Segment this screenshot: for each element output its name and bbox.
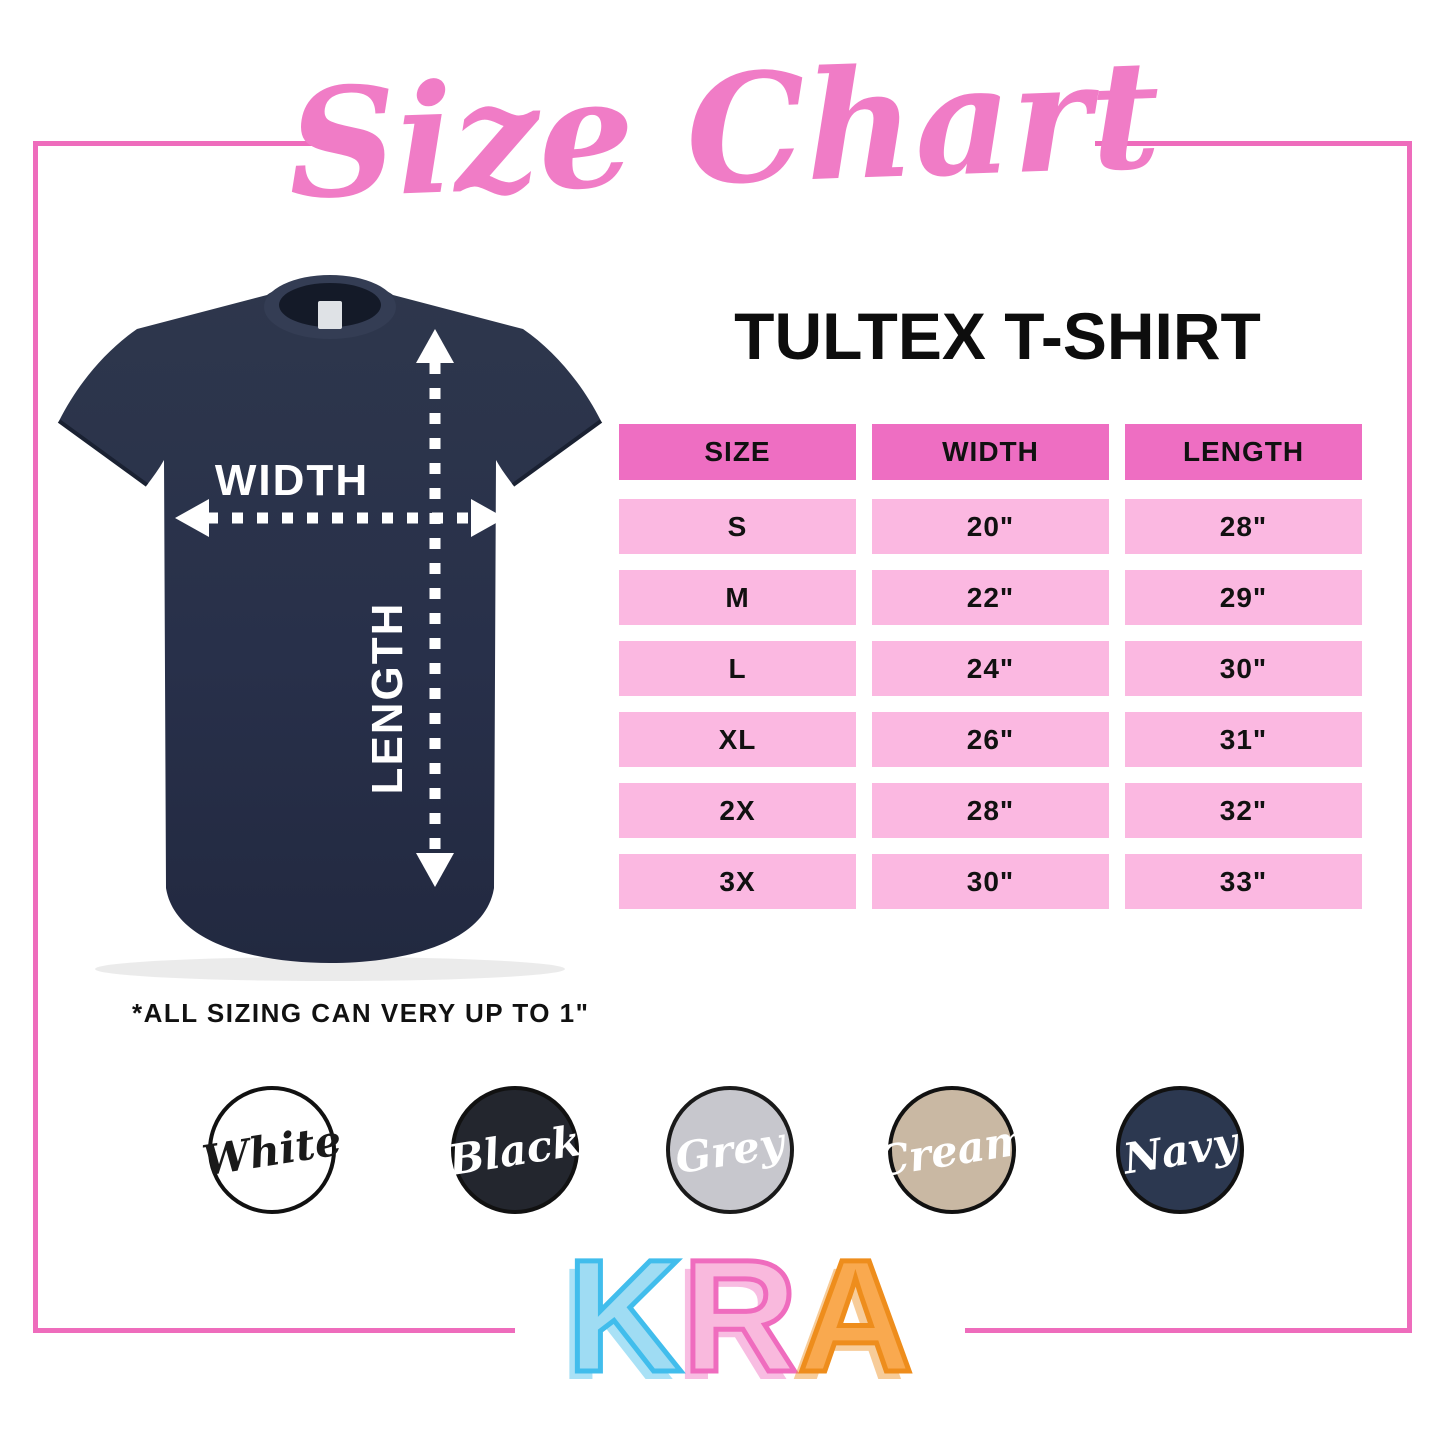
tee-neck-tag: [318, 301, 342, 329]
table-header-size: SIZE: [619, 424, 856, 480]
size-chart-table: SIZE WIDTH LENGTH S 20" 28" M 22" 29" L …: [619, 424, 1362, 925]
table-row: 2X 28" 32": [619, 783, 1362, 838]
tee-body: [59, 281, 601, 963]
table-cell: 29": [1125, 570, 1362, 625]
table-cell: M: [619, 570, 856, 625]
tee-left-cuff-seam: [57, 419, 149, 487]
logo-letter-k: K: [564, 1226, 685, 1405]
width-label: WIDTH: [215, 456, 369, 505]
table-header-width: WIDTH: [872, 424, 1109, 480]
brand-logo-letters: KRA: [515, 1226, 965, 1437]
table-cell: 31": [1125, 712, 1362, 767]
table-cell: 30": [872, 854, 1109, 909]
table-cell: 24": [872, 641, 1109, 696]
brand-logo: KRA kai rae apparel: [515, 1226, 965, 1445]
tee-shadow: [95, 957, 565, 981]
color-swatch-white: White: [199, 1086, 345, 1214]
product-heading: TULTEX T-SHIRT: [734, 299, 1261, 373]
table-cell: 32": [1125, 783, 1362, 838]
page-title: Size Chart: [285, 26, 1163, 233]
table-cell: 2X: [619, 783, 856, 838]
swatch-label: Grey: [672, 1117, 788, 1183]
color-swatch-navy: Navy: [1116, 1086, 1244, 1214]
swatch-label: Cream: [872, 1113, 1032, 1187]
tshirt-illustration: WIDTH LENGTH: [57, 275, 603, 981]
width-arrow: [175, 499, 505, 537]
table-cell: 28": [872, 783, 1109, 838]
page-title-wrap: Size Chart: [285, 12, 1163, 247]
table-row: S 20" 28": [619, 499, 1362, 554]
table-row: XL 26" 31": [619, 712, 1362, 767]
table-cell: 22": [872, 570, 1109, 625]
logo-letter-r: R: [680, 1226, 801, 1405]
swatch-label: Black: [445, 1115, 585, 1185]
table-cell: S: [619, 499, 856, 554]
table-row: M 22" 29": [619, 570, 1362, 625]
table-cell: 20": [872, 499, 1109, 554]
table-header-row: SIZE WIDTH LENGTH: [619, 424, 1362, 480]
table-cell: 3X: [619, 854, 856, 909]
table-header-length: LENGTH: [1125, 424, 1362, 480]
color-swatch-cream: Cream: [872, 1086, 1032, 1214]
sizing-note: *ALL SIZING CAN VERY UP TO 1": [132, 998, 590, 1028]
color-swatch-black: Black: [445, 1086, 585, 1214]
table-cell: 28": [1125, 499, 1362, 554]
length-label: LENGTH: [363, 602, 412, 795]
table-row: 3X 30" 33": [619, 854, 1362, 909]
logo-letter-a: A: [795, 1226, 916, 1405]
table-cell: XL: [619, 712, 856, 767]
length-arrow: [416, 329, 454, 887]
tee-right-cuff-seam: [511, 419, 603, 487]
table-cell: 26": [872, 712, 1109, 767]
table-cell: L: [619, 641, 856, 696]
table-cell: 30": [1125, 641, 1362, 696]
color-swatch-grey: Grey: [666, 1086, 794, 1214]
brand-logo-subtitle: kai rae apparel: [515, 1441, 965, 1445]
table-row: L 24" 30": [619, 641, 1362, 696]
table-cell: 33": [1125, 854, 1362, 909]
swatch-label: White: [199, 1114, 345, 1186]
swatch-label: Navy: [1119, 1116, 1241, 1184]
